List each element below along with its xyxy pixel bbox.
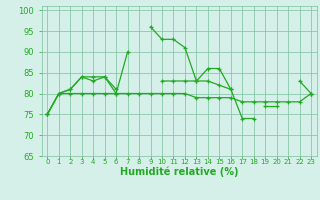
X-axis label: Humidité relative (%): Humidité relative (%) — [120, 167, 238, 177]
